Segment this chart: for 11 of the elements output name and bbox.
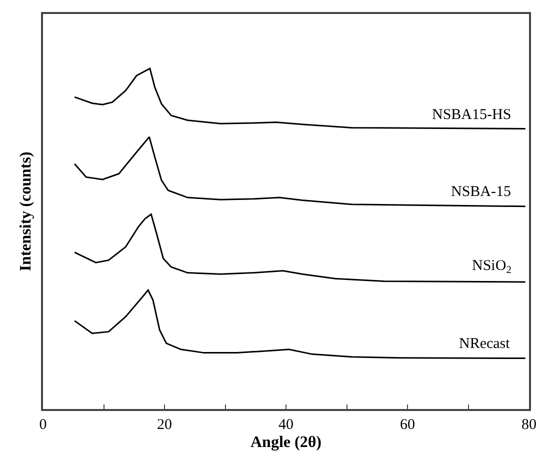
x-tick-label: 40	[278, 416, 294, 433]
x-tick-label: 60	[400, 416, 415, 433]
series-label: NSiO$_{2}$	[472, 258, 512, 276]
series-label: NRecast	[459, 336, 511, 352]
y-axis-title: Intensity (counts)	[18, 152, 35, 272]
x-tick-label: 0	[39, 416, 47, 433]
series-label: NSBA-15	[451, 184, 512, 200]
x-axis-title: Angle (2θ)	[250, 434, 322, 451]
series-label: NSBA15-HS	[432, 107, 512, 123]
x-tick-label: 20	[157, 416, 172, 433]
x-tick-label: 80	[522, 416, 536, 433]
